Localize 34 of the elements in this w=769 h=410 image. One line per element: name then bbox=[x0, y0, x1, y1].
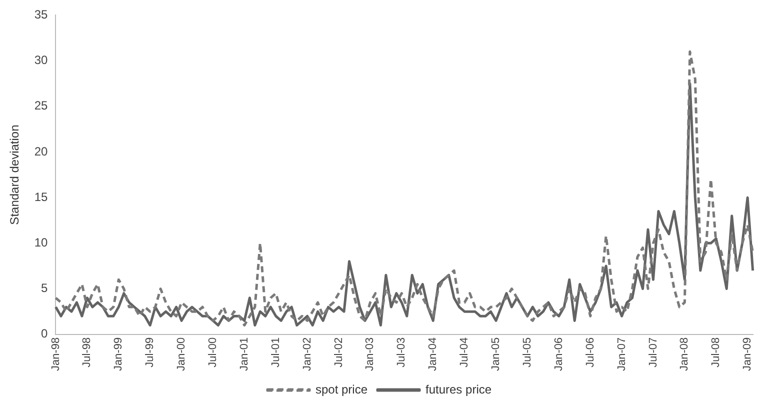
y-tick-label: 25 bbox=[34, 98, 48, 113]
x-tick-label: Jan-09 bbox=[742, 337, 754, 372]
x-tick-label: Jan-01 bbox=[238, 337, 250, 372]
x-tick-label: Jan-02 bbox=[301, 337, 314, 372]
x-tick-label: Jan-07 bbox=[616, 337, 628, 372]
x-tick-label: Jul-03 bbox=[396, 337, 408, 368]
x-tick-label: Jan-98 bbox=[50, 337, 62, 372]
y-tick-label: 5 bbox=[41, 281, 48, 296]
x-tick-label: Jan-05 bbox=[490, 337, 502, 372]
y-tick-label: 15 bbox=[34, 190, 48, 204]
y-tick-label: 10 bbox=[34, 235, 48, 250]
x-tick-label: Jul-98 bbox=[81, 337, 94, 368]
legend-label: futures price bbox=[426, 382, 492, 396]
y-tick-label: 35 bbox=[34, 8, 48, 22]
x-tick-label: Jan-06 bbox=[552, 337, 565, 372]
x-tick-label: Jul-02 bbox=[332, 337, 345, 368]
x-tick-label: Jan-04 bbox=[427, 337, 440, 372]
x-tick-label: Jul-08 bbox=[710, 337, 722, 368]
x-tick-label: Jul-99 bbox=[144, 337, 156, 368]
x-tick-label: Jul-06 bbox=[584, 337, 596, 368]
y-tick-label: 0 bbox=[41, 326, 48, 341]
y-tick-label: 30 bbox=[34, 53, 48, 68]
x-tick-label: Jul-05 bbox=[521, 337, 534, 368]
x-tick-label: Jul-00 bbox=[207, 337, 220, 368]
x-tick-label: Jul-07 bbox=[647, 337, 660, 368]
x-tick-label: Jul-01 bbox=[270, 337, 282, 368]
x-tick-label: Jan-00 bbox=[176, 337, 188, 372]
y-tick-label: 20 bbox=[34, 144, 48, 158]
x-tick-label: Jan-08 bbox=[678, 337, 691, 372]
y-axis-title: Standard deviation bbox=[8, 124, 22, 225]
x-tick-label: Jul-04 bbox=[458, 337, 471, 368]
legend-label: spot price bbox=[315, 382, 368, 396]
x-tick-label: Jan-03 bbox=[364, 337, 376, 372]
x-tick-label: Jan-99 bbox=[112, 337, 125, 372]
